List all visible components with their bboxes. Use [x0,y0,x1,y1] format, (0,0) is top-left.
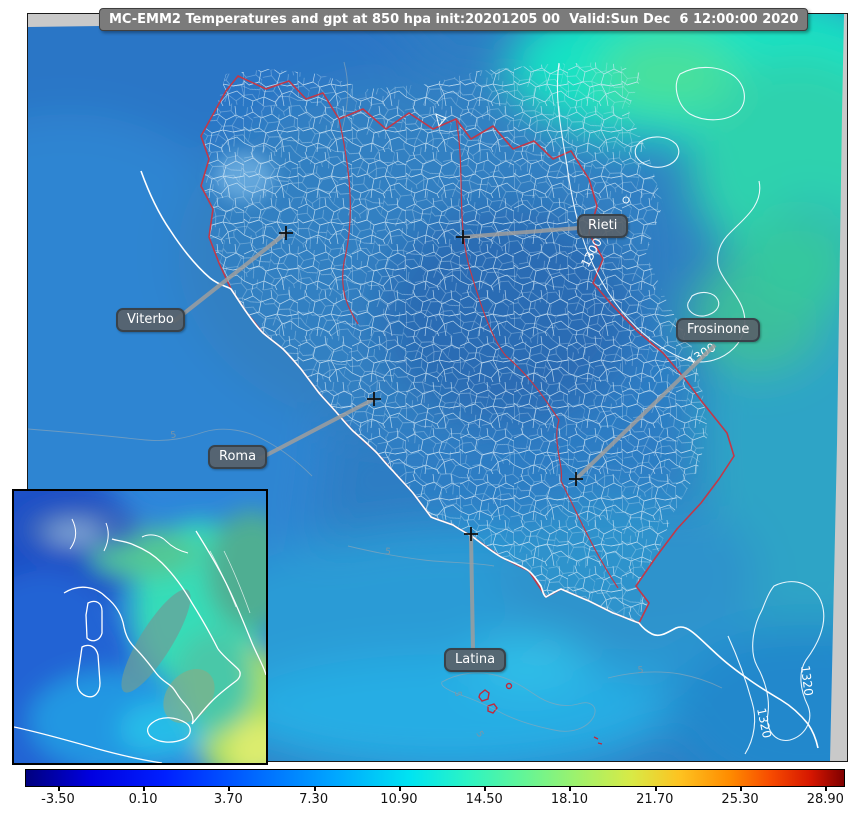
inset-temperature-field [14,491,266,763]
temperature-colorbar [25,769,845,787]
colorbar-tick-label: 14.50 [465,792,503,807]
colorbar-tick-label: 10.90 [380,792,418,807]
colorbar-tick-label: 21.70 [636,792,674,807]
colorbar-tickmark [143,787,146,791]
inset-map-frame [12,489,268,765]
label-leader-lines [171,226,717,651]
city-marker-viterbo [279,226,293,240]
gpt-contours [435,62,825,755]
colorbar-tickmark [228,787,231,791]
map-title: MC-EMM2 Temperatures and gpt at 850 hpa … [99,8,809,31]
city-marker-latina [464,527,478,541]
colorbar-tickmark [654,787,657,791]
city-label-roma: Roma [208,445,268,469]
gpt-contour-label: 1320 [754,707,774,740]
temp-contours [28,61,723,732]
south-italy-shading [163,669,215,723]
colorbar-ticks: -3.50 0.10 3.70 7.30 10.90 14.50 18.10 2… [25,787,845,811]
city-label-rieti: Rieti [577,214,629,238]
colorbar-tick-label: 25.30 [721,792,759,807]
colorbar-tick-label: 18.10 [550,792,589,807]
city-label-latina: Latina [444,648,507,672]
colorbar-tick-label: 0.10 [128,792,158,807]
colorbar-tickmark [313,787,316,791]
city-marker-frosinone [569,472,583,486]
temp-contour-label: 5 [473,730,485,740]
city-label-frosinone: Frosinone [676,318,761,342]
city-marker-rieti [456,230,470,244]
colorbar-tick-label: 7.30 [299,792,329,807]
inset-map-canvas [14,491,266,763]
city-markers [279,226,583,541]
temp-contour-label: 5 [170,430,177,441]
colorbar-tickmark [740,787,743,791]
temp-contour-label: 5 [452,691,462,697]
colorbar-tickmark [569,787,572,791]
island-outlines [478,682,603,745]
colorbar-tickmark [484,787,487,791]
municipality-boundaries [201,62,708,623]
city-marker-roma [367,392,381,406]
gpt-contour-label: 1320 [798,665,816,697]
city-label-viterbo: Viterbo [116,308,185,332]
colorbar-tick-label: 3.70 [213,792,243,807]
temp-contour-label: 5 [637,666,644,676]
colorbar-tickmark [825,787,828,791]
colorbar-tickmark [398,787,401,791]
apennines-shading [121,589,191,693]
colorbar-tick-label: 28.90 [806,792,844,807]
inset-coastlines [14,518,266,763]
colorbar-tick-label: -3.50 [41,792,75,807]
temp-contour-label: 5 [385,547,392,557]
temp-label-texts: 5 5 5 5 5 [170,430,644,739]
colorbar-tickmark [57,787,60,791]
